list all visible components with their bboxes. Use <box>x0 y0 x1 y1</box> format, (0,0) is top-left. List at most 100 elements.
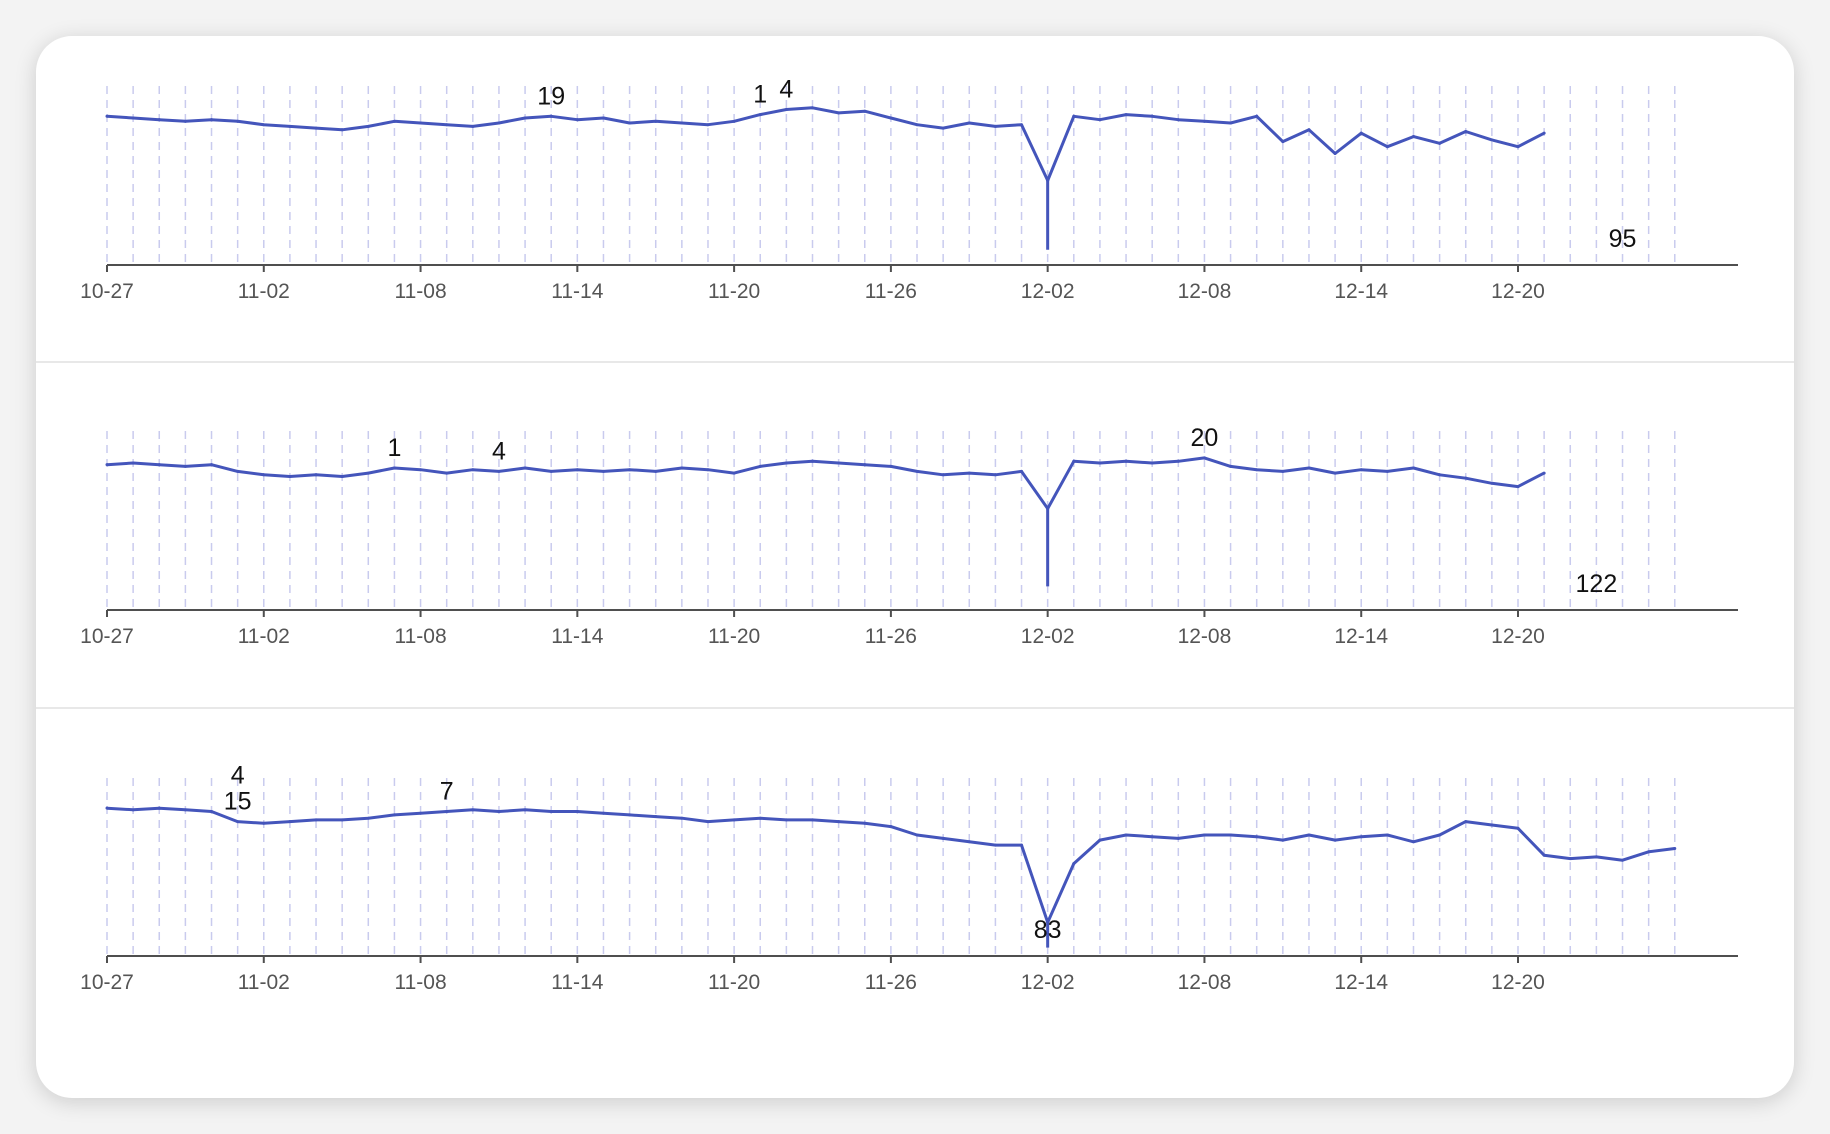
data-point <box>1385 469 1389 473</box>
data-point <box>131 461 135 465</box>
data-point <box>445 810 449 814</box>
data-point <box>105 463 109 467</box>
data-point <box>967 471 971 475</box>
data-point <box>1411 840 1415 844</box>
data-point <box>811 818 814 822</box>
data-point <box>758 816 762 820</box>
x-tick-label: 10-27 <box>80 280 134 303</box>
data-point <box>1516 826 1520 830</box>
x-tick-label: 12-02 <box>1021 280 1075 303</box>
data-point <box>549 114 553 118</box>
data-point <box>706 820 710 824</box>
data-point <box>967 121 971 125</box>
x-tick-label: 12-08 <box>1178 971 1232 994</box>
data-point <box>1176 836 1180 840</box>
data-point <box>1124 833 1128 837</box>
annotation-label: 1 <box>387 434 401 462</box>
data-point <box>1255 835 1259 839</box>
annotation-label: 15 <box>224 788 252 816</box>
x-tick-label: 11-08 <box>394 280 446 303</box>
data-point <box>941 473 945 477</box>
data-point <box>915 469 919 473</box>
data-point <box>1438 141 1442 145</box>
data-point <box>419 121 423 125</box>
data-point <box>863 109 867 113</box>
data-point <box>1438 473 1442 477</box>
data-point <box>732 471 736 475</box>
data-point <box>262 123 266 127</box>
data-point <box>210 463 214 467</box>
data-point <box>628 121 632 125</box>
data-point <box>288 124 292 128</box>
x-tick-label: 11-02 <box>238 625 290 648</box>
data-point <box>262 821 266 825</box>
data-point <box>628 813 632 817</box>
x-tick-label: 11-08 <box>394 625 446 648</box>
data-point <box>1020 123 1024 127</box>
data-point <box>1281 838 1285 842</box>
data-point <box>706 468 710 472</box>
data-point <box>445 123 449 127</box>
data-point <box>967 840 971 844</box>
data-point <box>575 468 579 472</box>
data-point <box>1673 846 1677 850</box>
data-point <box>601 116 605 120</box>
x-tick-label: 12-14 <box>1334 971 1388 994</box>
data-point <box>1490 823 1494 827</box>
data-point <box>915 123 919 127</box>
series-line <box>106 456 1545 511</box>
data-point <box>445 471 449 475</box>
data-point <box>601 469 605 473</box>
data-point <box>1333 838 1337 842</box>
series-line <box>106 106 1545 182</box>
data-point <box>654 815 658 819</box>
data-point <box>366 124 370 128</box>
data-point <box>784 818 788 822</box>
x-tick-label: 11-20 <box>708 280 760 303</box>
chart-panel-1: 10-27 11-02 11-08 11-14 11-20 11-26 12-02 12-08… <box>80 76 1738 303</box>
data-point <box>889 825 893 829</box>
data-point <box>366 471 370 475</box>
annotation-label: 4 <box>492 437 506 465</box>
data-point <box>1385 145 1389 149</box>
data-point <box>1594 855 1598 859</box>
data-point <box>1438 833 1442 837</box>
data-point <box>1020 469 1024 473</box>
data-point <box>523 808 527 812</box>
data-point <box>131 808 135 812</box>
x-tick-label: 11-02 <box>238 280 290 303</box>
data-point <box>1359 835 1363 839</box>
data-point <box>471 468 475 472</box>
data-point <box>758 464 762 468</box>
data-point <box>601 811 605 815</box>
data-point <box>575 118 579 122</box>
x-tick-label: 10-27 <box>80 971 134 994</box>
data-point <box>654 469 658 473</box>
data-point <box>471 124 475 128</box>
data-point <box>1411 466 1415 470</box>
data-point <box>523 116 527 120</box>
data-point <box>1281 469 1285 473</box>
data-point <box>1647 850 1651 854</box>
x-tick-label: 11-14 <box>551 625 603 648</box>
data-point <box>1307 466 1311 470</box>
data-point <box>523 466 527 470</box>
data-point <box>941 126 945 130</box>
data-point <box>1542 853 1546 857</box>
data-point <box>288 474 292 478</box>
data-point <box>419 468 423 472</box>
data-point <box>1072 459 1076 463</box>
data-point <box>1255 114 1259 118</box>
annotation-label: 83 <box>1034 916 1062 944</box>
data-point <box>288 820 292 824</box>
data-point <box>236 469 240 473</box>
x-tick-label: 12-02 <box>1021 625 1075 648</box>
x-tick-label: 12-20 <box>1491 971 1545 994</box>
data-point <box>837 111 841 115</box>
data-point <box>1202 833 1206 837</box>
x-tick-label: 12-14 <box>1334 625 1388 648</box>
data-point <box>706 123 710 127</box>
data-point <box>392 813 396 817</box>
data-point <box>758 113 762 117</box>
data-point <box>549 810 553 814</box>
